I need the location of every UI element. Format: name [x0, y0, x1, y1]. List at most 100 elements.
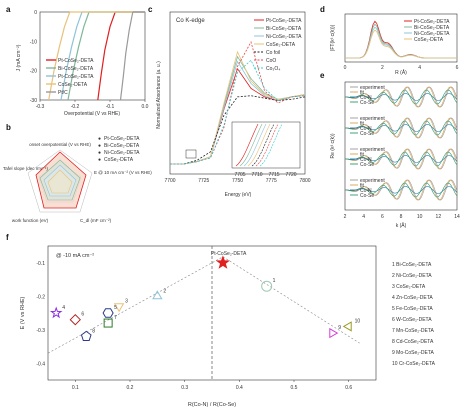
panel-b-legend-label: Ni-CoSe₂-DETA: [104, 150, 140, 156]
panel-c-inset-series: [239, 123, 263, 167]
panel-e-legend-label: fit: [360, 183, 365, 189]
panel-f: @ -10 mA cm⁻² Pt-CoSe₂-DETA 1 2 3 4 5 6 7 8 9 10 0…: [20, 245, 436, 408]
panel-a-frame: [39, 11, 146, 101]
panel-a-ticks: -0.3 -0.2 -0.1 0.0 -30 -20 -10 0: [30, 10, 149, 110]
panel-label-a: a: [6, 5, 11, 14]
panel-c-inset-series: [259, 123, 283, 167]
panel-c-legend-label: Pt-CoSe₂-DETA: [266, 18, 302, 24]
panel-b-legend-label: Bi-CoSe₂-DETA: [104, 143, 140, 149]
panel-d-ylabel: |FT(k³ c(k))|: [330, 25, 336, 51]
panel-f-legend-label: 7 Mn-CoSe₂-DETA: [392, 328, 435, 334]
panel-e-series-1-1: [344, 117, 458, 139]
panel-f-points: Pt-CoSe₂-DETA 1 2 3 4 5 6 7 8 9 10: [49, 251, 360, 341]
panel-f-point-3: [113, 303, 125, 313]
panel-e-xtick-label: 8: [400, 214, 403, 220]
radar-axis-cdl: C_dl (mF cm⁻²): [80, 218, 112, 223]
panel-f-ytick-label: -0.1: [36, 261, 45, 267]
panel-e-legend-label: Co-Se: [360, 193, 374, 199]
panel-e-ylabel: Re (k³ c(k)): [330, 133, 336, 158]
panel-f-ytick-label: -0.4: [36, 361, 45, 367]
panel-f-point-label: 9: [338, 325, 341, 331]
radar-area-coseta: [47, 169, 73, 194]
panel-f-ytick-label: -0.2: [36, 294, 45, 300]
panel-f-xtick-label: 0.5: [291, 385, 298, 391]
panel-a-ylabel: J (mA cm⁻²): [16, 44, 22, 71]
panel-e-xtick-label: 14: [454, 214, 460, 220]
panel-d-xlabel: R (Å): [395, 69, 407, 76]
panel-b-legend-label: Pt-CoSe₂-DETA: [104, 136, 140, 142]
panel-e-series-2-3: [345, 151, 458, 167]
panel-c-inset-tick: 7710: [251, 172, 262, 178]
panel-label-b: b: [6, 123, 11, 132]
panel-f-guide-right: [222, 256, 360, 344]
panel-f-point-Pt: [215, 255, 230, 269]
panel-e-xtick-label: 2: [344, 214, 347, 220]
panel-f-legend-label: 5 Fe-CoSe₂-DETA: [392, 306, 433, 312]
panel-e-xtick-label: 4: [362, 214, 365, 220]
panel-b-legend-marker: ●: [98, 157, 101, 163]
panel-f-point-label: 5: [114, 305, 117, 311]
panel-f-guide-left: [47, 256, 224, 354]
panel-f-xtick-label: 0.1: [72, 385, 79, 391]
panel-f-legend-label: 10 Cr-CoSe₂-DETA: [392, 361, 436, 367]
panel-d-legend-label: Bi-CoSe₂-DETA: [414, 25, 450, 31]
panel-c-inset-tick: 7715: [268, 172, 279, 178]
panel-d-xtick-label: 0: [344, 65, 347, 71]
panel-f-annotation: @ -10 mA cm⁻²: [56, 253, 94, 259]
panel-b: onset overpotential (V vs RHE) E @ 10 mA…: [3, 136, 152, 223]
panel-f-legend-label: 2 Ni-CoSe₂-DETA: [392, 273, 432, 279]
panel-f-point-2: [152, 290, 163, 300]
panel-c-legend: Pt-CoSe₂-DETA Bi-CoSe₂-DETA Ni-CoSe₂-DETA C…: [254, 18, 302, 72]
panel-a-xtick-label: -0.3: [36, 104, 45, 110]
panel-c-xtick-label: 7725: [198, 178, 209, 184]
panel-e-series-1-2: [345, 124, 458, 132]
panel-c-legend-label: CoSe₂-DETA: [266, 42, 296, 48]
panel-e-series-2-1: [344, 148, 458, 170]
radar-axis-work: work function (eV): [12, 218, 49, 223]
panel-c-xtick-label: 7700: [164, 178, 175, 184]
panel-a-legend-label: Pt-CoSe₂-DETA: [58, 58, 94, 64]
panel-f-xtick-label: 0.2: [127, 385, 134, 391]
panel-f-xlabel: R(Co-N) / R(Co-Se): [188, 402, 236, 408]
panel-c-series-4: [170, 95, 306, 165]
panel-e-legend-label: experiment: [360, 116, 385, 122]
panel-c-legend-label: Co₃O₄: [266, 66, 280, 72]
panel-e-legend-label: Co-N: [360, 95, 372, 101]
panel-f-legend-label: 1 Bi-CoSe₂-DETA: [392, 262, 432, 268]
panel-e-xtick-label: 10: [417, 214, 423, 220]
panel-e-series-3-3: [345, 182, 458, 198]
panel-d-xtick-label: 4: [418, 65, 421, 71]
panel-f-point-6: [69, 313, 82, 326]
panel-e-xtick-label: 6: [381, 214, 384, 220]
panel-e-legend-label: Co-Se: [360, 100, 374, 106]
panel-a-legend: Pt-CoSe₂-DETA Bi-CoSe₂-DETA Pt-CoSe₂-DETA C…: [46, 58, 94, 96]
panel-d-legend-label: Pt-CoSe₂-DETA: [414, 19, 450, 25]
radar-axis-onset: onset overpotential (V vs RHE): [29, 142, 91, 147]
panel-c-xtick-label: 7775: [266, 178, 277, 184]
panel-a-ytick-label: 0: [34, 10, 37, 16]
panel-f-point-label: 1: [273, 278, 276, 284]
panel-d-ticks: 0 2 4 6: [344, 65, 459, 71]
radar-grid-outer: [27, 149, 93, 213]
panel-e-legend-label: experiment: [360, 178, 385, 184]
panel-e-frame: [344, 81, 458, 211]
panel-a-xtick-label: -0.2: [71, 104, 80, 110]
panel-f-legend: 1 Bi-CoSe₂-DETA 2 Ni-CoSe₂-DETA 3 CoSe₂-DE…: [392, 262, 436, 367]
panel-e-legend-label: Co-N: [360, 126, 372, 132]
panel-e-xtick-label: 12: [436, 214, 442, 220]
panel-a-xtick-label: 0.0: [142, 104, 149, 110]
panel-d-frame: [344, 13, 458, 63]
panel-c-inset-series: [251, 123, 275, 167]
panel-c-ylabel: Normalized Absorbance (a. u.): [156, 61, 162, 129]
panel-f-guides: [47, 246, 360, 380]
radar-axis-tafel: Tafel slope (dec mV⁻¹): [3, 166, 48, 171]
panel-label-f: f: [6, 233, 9, 242]
panel-c-series-6: [170, 59, 306, 165]
panel-f-point-4: [49, 306, 63, 319]
panel-c-legend-label: Ni-CoSe₂-DETA: [266, 34, 302, 40]
panel-c-inset-curves: [235, 123, 283, 167]
panel-a-series-4: [119, 11, 145, 101]
panel-e-legend-label: Co-N: [360, 188, 372, 194]
panel-a-series-3: [48, 11, 145, 101]
